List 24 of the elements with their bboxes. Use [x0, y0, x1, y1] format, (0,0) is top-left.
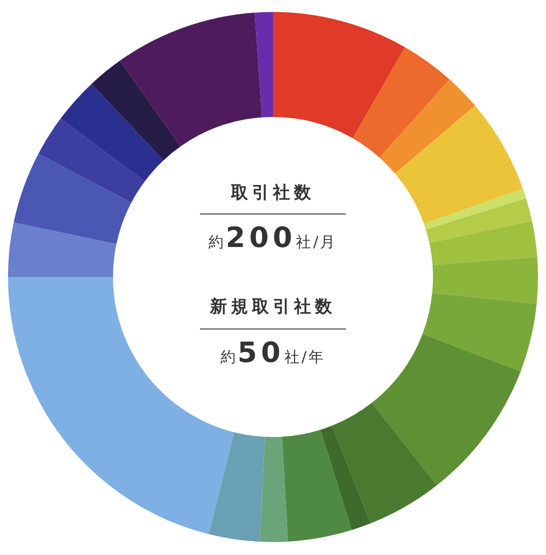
- donut-slice: [432, 257, 538, 304]
- donut-slice: [260, 436, 288, 542]
- text: 新規取引社数: [209, 297, 336, 317]
- donut-slice: [282, 430, 352, 542]
- donut-slice: [380, 79, 476, 174]
- donut-slice: [8, 222, 116, 277]
- donut-slice: [14, 154, 132, 244]
- donut-slice: [372, 334, 521, 486]
- donut-slice: [429, 220, 538, 265]
- donut-slice: [120, 12, 262, 146]
- donut-slice: [254, 12, 273, 118]
- donut-slice: [60, 84, 164, 182]
- donut-slice: [422, 293, 537, 372]
- donut-slice: [352, 47, 450, 158]
- donut-slice: [92, 60, 181, 160]
- donut-slice: [273, 12, 406, 138]
- donut-slice: [38, 118, 145, 203]
- donut-slice: [208, 432, 265, 542]
- text: 取引社数: [230, 183, 315, 203]
- donut-slice: [394, 106, 523, 224]
- donut-slice: [320, 426, 371, 530]
- donut-slice: [426, 198, 532, 244]
- donut-slice: [424, 188, 526, 230]
- donut-slice: [332, 402, 437, 524]
